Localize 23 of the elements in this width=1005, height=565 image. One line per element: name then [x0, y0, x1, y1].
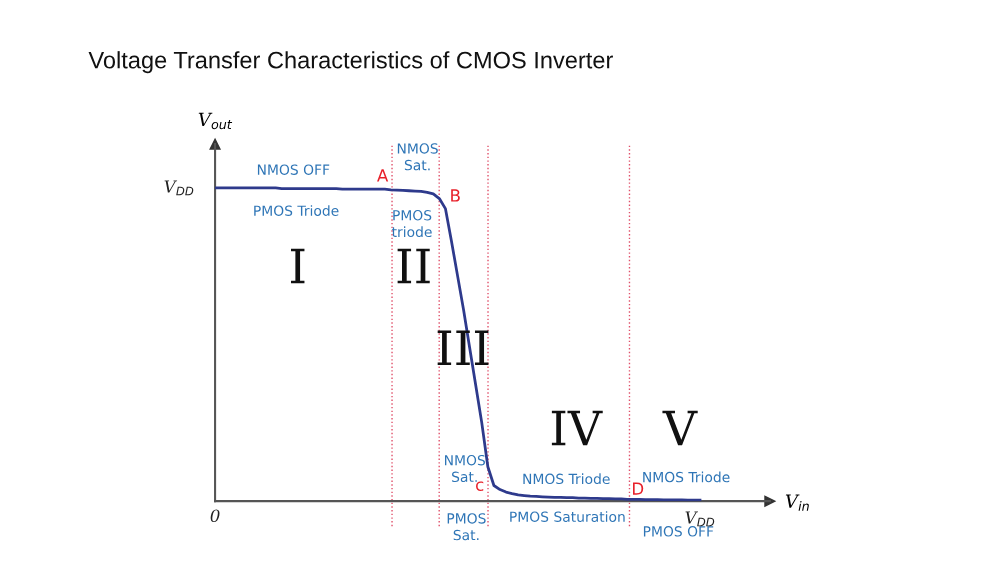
- annotation: PMOS triode: [391, 210, 432, 238]
- annotation: NMOS Triode: [643, 471, 730, 483]
- annotation: NMOS Triode: [523, 473, 610, 485]
- text: V$_{DD}$: [164, 180, 194, 196]
- annotation: IV: [551, 410, 603, 446]
- annotation: PMOS Triode: [254, 205, 339, 216]
- y-axis-title: V$_{out}$: [198, 112, 233, 130]
- annotation: D: [633, 482, 644, 495]
- text: A: [377, 169, 389, 182]
- text: NMOS Sat.: [397, 143, 438, 171]
- annotation: B: [451, 189, 460, 202]
- annotation: V: [662, 410, 698, 446]
- annotation: II: [397, 248, 430, 284]
- x-axis-title: V$_{in}$: [785, 494, 809, 511]
- text: PMOS OFF: [643, 526, 714, 537]
- annotation: I: [291, 248, 305, 284]
- text: PMOS Saturation: [510, 511, 625, 522]
- text: NMOS OFF: [257, 164, 330, 175]
- text: 0: [210, 509, 220, 523]
- text: V$_{DD}$: [685, 511, 715, 527]
- chart-title: Voltage Transfer Characteristics of CMOS Inverter: [88, 51, 613, 74]
- text: PMOS Sat.: [447, 513, 486, 541]
- annotation: c: [476, 481, 484, 491]
